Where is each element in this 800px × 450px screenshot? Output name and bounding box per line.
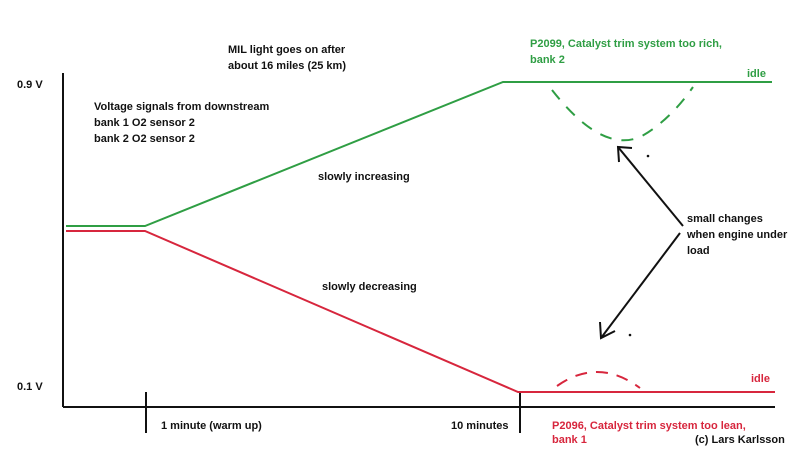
p2096-line-1: P2096, Catalyst trim system too lean, [552,420,746,432]
mil-note-line-1: MIL light goes on after [228,44,346,56]
small-changes-line-1: small changes [687,213,763,225]
green-signal-line [66,81,772,227]
p2099-line-1: P2099, Catalyst trim system too rich, [530,38,722,50]
signals-note-line-2: bank 1 O2 sensor 2 [94,117,195,129]
signals-note-line-3: bank 2 O2 sensor 2 [94,133,195,145]
idle-label-green: idle [747,68,766,80]
slowly-decreasing-label: slowly decreasing [322,281,417,293]
green-dip-dashed [551,86,694,142]
small-changes-line-3: load [687,245,710,257]
arrow-up-head [616,145,633,163]
arrow-up-line [617,146,684,227]
p2099-line-2: bank 2 [530,54,565,66]
mil-note-line-2: about 16 miles (25 km) [228,60,346,72]
green-dot [646,154,650,158]
arrow-down-head [599,321,616,340]
p2096-line-2: bank 1 [552,434,587,446]
x-label-1-minute: 1 minute (warm up) [161,420,262,432]
arrow-down-line [600,232,681,339]
y-label-0-1v: 0.1 V [17,381,43,393]
y-label-0-9v: 0.9 V [17,79,43,91]
small-changes-line-2: when engine under [687,229,788,241]
red-signal-line [66,230,775,393]
slowly-increasing-label: slowly increasing [318,171,410,183]
idle-label-red: idle [751,373,770,385]
red-bump-dashed [556,371,641,389]
black-dot [628,333,632,337]
copyright-label: (c) Lars Karlsson [695,434,785,446]
signals-note-line-1: Voltage signals from downstream [94,101,270,113]
x-label-10-minutes: 10 minutes [451,420,509,432]
